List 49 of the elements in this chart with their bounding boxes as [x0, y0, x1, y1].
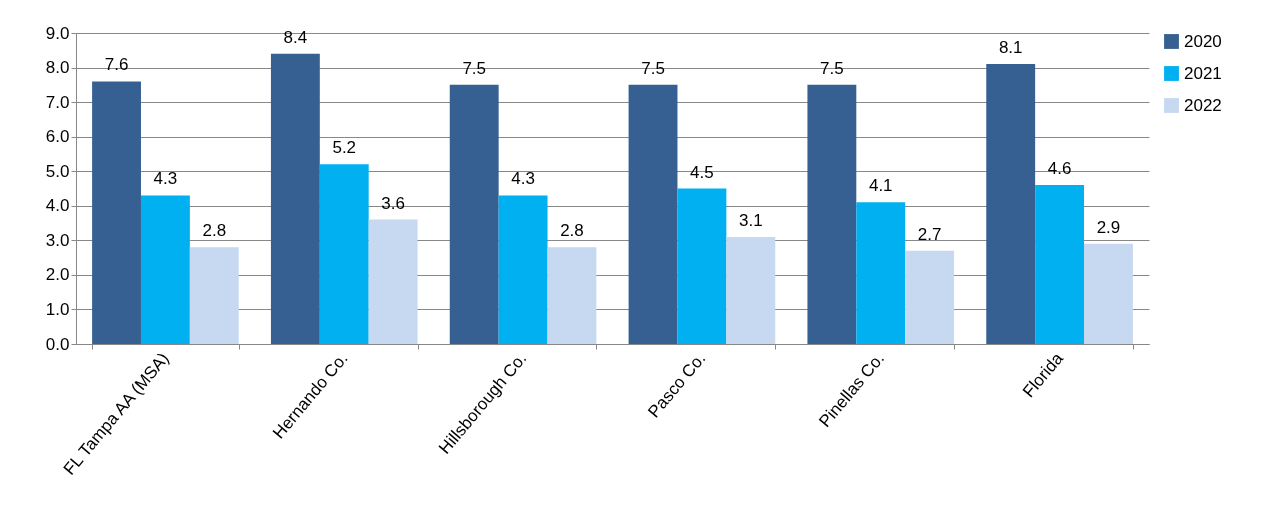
data-label: 3.1	[738, 210, 763, 230]
bar	[1035, 185, 1085, 344]
data-label: 4.3	[511, 169, 535, 189]
legend-label: 2020	[1184, 31, 1222, 51]
data-label: 4.6	[1047, 159, 1072, 179]
bar	[319, 164, 369, 344]
bar	[986, 64, 1036, 344]
bar	[498, 195, 548, 344]
y-tick-label: 6.0	[45, 127, 70, 147]
bar	[1084, 243, 1133, 344]
bar	[270, 53, 320, 344]
bar	[189, 247, 239, 344]
data-label: 8.4	[283, 27, 308, 47]
data-label: 3.6	[381, 193, 405, 213]
bar	[905, 250, 955, 344]
legend-label: 2022	[1184, 95, 1222, 115]
data-label: 2.8	[202, 221, 227, 241]
data-label: 5.2	[332, 138, 357, 158]
data-label: 2.7	[917, 224, 942, 244]
data-label: 7.5	[462, 58, 487, 78]
data-label: 4.1	[868, 176, 893, 196]
bar	[449, 84, 499, 344]
y-tick-label: 2.0	[45, 265, 70, 285]
bar	[856, 202, 906, 344]
y-tick-label: 3.0	[45, 230, 70, 250]
bar	[368, 219, 418, 344]
bar	[628, 84, 678, 344]
y-tick-label: 1.0	[45, 299, 70, 319]
data-label: 7.5	[641, 58, 665, 78]
data-label: 8.1	[998, 38, 1023, 58]
y-tick-label: 5.0	[45, 161, 70, 181]
legend-label: 2021	[1184, 63, 1222, 83]
data-label: 4.5	[690, 162, 714, 182]
bar	[140, 195, 190, 344]
y-tick-label: 0.0	[45, 334, 70, 354]
bar	[726, 236, 776, 344]
y-tick-label: 7.0	[45, 92, 70, 112]
y-tick-label: 8.0	[45, 58, 70, 78]
bar	[547, 247, 597, 344]
y-tick-label: 4.0	[45, 196, 70, 216]
data-label: 7.6	[104, 55, 129, 75]
bar	[677, 188, 727, 344]
data-label: 7.5	[820, 58, 844, 78]
bar	[92, 81, 141, 344]
data-label: 2.9	[1096, 217, 1121, 237]
bar	[807, 84, 857, 344]
y-tick-label: 9.0	[45, 23, 70, 43]
data-label: 4.3	[153, 169, 178, 189]
data-label: 2.8	[560, 221, 584, 241]
